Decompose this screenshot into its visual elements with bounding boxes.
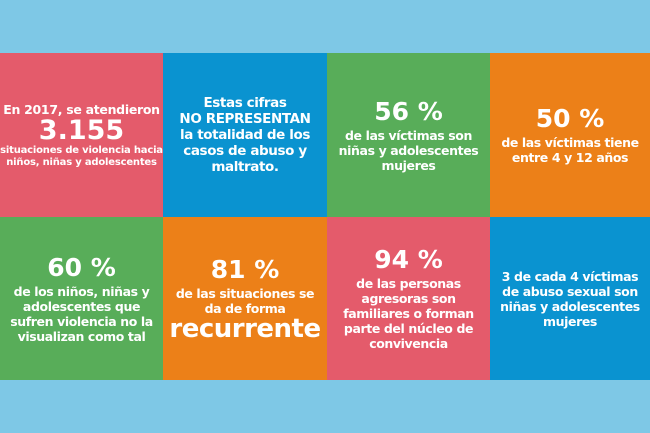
stat-tile-female-victims: 56 % de las víctimas son niñas y adolesc… bbox=[327, 53, 490, 217]
stat-tile-age-range: 50 % de las víctimas tiene entre 4 y 12 … bbox=[490, 53, 650, 217]
tile-text-line: maltrato. bbox=[211, 159, 279, 175]
stat-tile-not-visualized: 60 % de los niños, niñas y adolescentes … bbox=[0, 217, 163, 380]
tile-text-line: de abuso sexual son bbox=[502, 283, 638, 299]
tile-emphasis-word: recurrente bbox=[169, 313, 321, 344]
tile-text-line: de las víctimas tiene bbox=[501, 135, 639, 150]
stat-tile-aggressors-family: 94 % de las personas agresoras son famil… bbox=[327, 217, 490, 380]
tile-text-line: convivencia bbox=[369, 336, 448, 351]
tile-text-line: agresoras son bbox=[361, 291, 456, 306]
tile-lead-text: En 2017, se atendieron bbox=[3, 101, 160, 117]
tile-text-line: niños, niñas y adolescentes bbox=[6, 156, 157, 168]
tile-text-line: de las personas bbox=[356, 276, 461, 291]
tile-text-line: niñas y adolescentes bbox=[338, 142, 479, 158]
stats-grid: En 2017, se atendieron 3.155 situaciones… bbox=[0, 53, 650, 380]
tile-text-line: niñas y adolescentes bbox=[500, 298, 640, 314]
tile-text-line: mujeres bbox=[543, 313, 597, 329]
tile-text-line: de las situaciones se bbox=[175, 285, 315, 301]
tile-text-line: la totalidad de los bbox=[180, 127, 310, 143]
stat-tile-recurrent: 81 % de las situaciones se da de forma r… bbox=[163, 217, 327, 380]
tile-text-line: parte del núcleo de bbox=[343, 321, 474, 336]
tile-figure: 94 % bbox=[374, 245, 443, 274]
tile-text-line: casos de abuso y bbox=[183, 143, 307, 159]
tile-text-line: mujeres bbox=[381, 157, 436, 173]
tile-text-line: familiares o forman bbox=[343, 306, 474, 321]
tile-figure: 56 % bbox=[374, 96, 443, 126]
tile-text-line: sufren violencia no la bbox=[10, 313, 153, 329]
tile-text-line-emphasis: NO REPRESENTAN bbox=[179, 111, 311, 127]
tile-figure: 60 % bbox=[47, 252, 116, 282]
tile-text-line: da de forma bbox=[204, 300, 286, 316]
tile-figure: 3.155 bbox=[38, 114, 125, 146]
tile-text-line: de las víctimas son bbox=[345, 127, 472, 143]
tile-text-line: situaciones de violencia hacia bbox=[0, 144, 163, 156]
tile-text-line: adolescentes que bbox=[22, 298, 141, 314]
tile-figure: 81 % bbox=[210, 254, 280, 284]
stat-tile-sexual-abuse: 3 de cada 4 víctimas de abuso sexual son… bbox=[490, 217, 650, 380]
tile-figure: 50 % bbox=[535, 104, 605, 133]
tile-text-line: 3 de cada 4 víctimas bbox=[501, 268, 639, 284]
tile-text-line: entre 4 y 12 años bbox=[511, 150, 629, 165]
tile-text-line: visualizan como tal bbox=[17, 328, 146, 344]
stat-tile-disclaimer: Estas cifras NO REPRESENTAN la totalidad… bbox=[163, 53, 327, 217]
tile-text-line: Estas cifras bbox=[203, 95, 287, 111]
stat-tile-cases-attended: En 2017, se atendieron 3.155 situaciones… bbox=[0, 53, 163, 217]
tile-text-line: de los niños, niñas y bbox=[13, 283, 150, 299]
